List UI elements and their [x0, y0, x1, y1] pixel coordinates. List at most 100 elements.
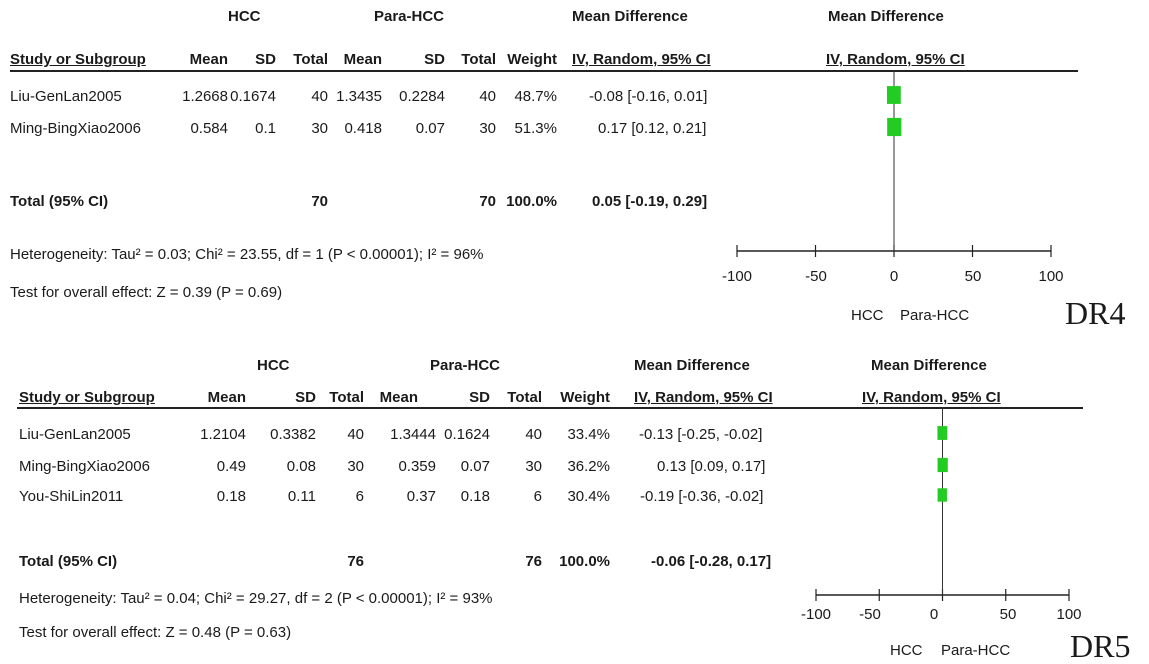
axis-tick-label: 50	[964, 268, 982, 285]
axis-tick-label: -50	[859, 606, 881, 623]
col-weight: Weight	[560, 389, 610, 406]
total-para: 30	[479, 120, 496, 137]
axis-tick-label: 0	[889, 268, 899, 285]
study-square	[937, 457, 948, 473]
col-ci: IV, Random, 95% CI	[572, 51, 711, 68]
weight: 30.4%	[567, 488, 610, 505]
total-hcc: 40	[311, 88, 328, 105]
axis-favours-right: Para-HCC	[941, 642, 1011, 659]
total-weight: 100.0%	[559, 553, 610, 570]
col-mean-para: Mean	[343, 51, 382, 68]
ci-text: 0.17 [0.12, 0.21]	[598, 120, 707, 137]
study-square	[937, 488, 947, 502]
total-para: 30	[525, 458, 542, 475]
total-para: 70	[479, 193, 496, 210]
total-ci-text: 0.05 [-0.19, 0.29]	[592, 193, 708, 210]
total-hcc: 30	[347, 458, 364, 475]
total-para: 6	[533, 488, 542, 505]
total-ci-text: -0.06 [-0.28, 0.17]	[651, 553, 772, 570]
sd-hcc: 0.1	[255, 120, 276, 137]
sd-para: 0.07	[460, 458, 490, 475]
sd-hcc: 0.1674	[230, 88, 276, 105]
heterogeneity-text: Heterogeneity: Tau² = 0.03; Chi² = 23.55…	[10, 246, 484, 263]
sd-para: 0.07	[415, 120, 445, 137]
total-hcc: 40	[347, 426, 364, 443]
mean-hcc: 0.49	[216, 458, 246, 475]
mean-hcc: 0.584	[190, 120, 228, 137]
sd-hcc: 0.08	[286, 458, 316, 475]
study-square	[886, 86, 901, 104]
col-study: Study or Subgroup	[19, 389, 155, 406]
col-total-para: Total	[507, 389, 542, 406]
col-sd-para: SD	[424, 51, 445, 68]
col-ci: IV, Random, 95% CI	[634, 389, 773, 406]
total-para: 76	[525, 553, 542, 570]
study-name: Liu-GenLan2005	[10, 88, 122, 105]
col-sd-hcc: SD	[255, 51, 276, 68]
ci-text: -0.13 [-0.25, -0.02]	[639, 426, 763, 443]
col-mean-hcc: Mean	[189, 51, 228, 68]
weight: 48.7%	[514, 88, 557, 105]
mean-para: 0.359	[398, 458, 436, 475]
group-header-hcc: HCC	[228, 8, 261, 25]
axis-tick-label: -100	[800, 606, 832, 623]
plot-header-mean-difference: Mean Difference	[871, 357, 987, 374]
study-square	[887, 117, 902, 137]
col-total-hcc: Total	[329, 389, 364, 406]
weight: 36.2%	[567, 458, 610, 475]
group-header-para-hcc: Para-HCC	[374, 8, 445, 25]
mean-para: 0.37	[406, 488, 436, 505]
study-name: You-ShiLin2011	[19, 488, 124, 505]
col-weight: Weight	[507, 51, 557, 68]
study-name: Liu-GenLan2005	[19, 426, 131, 443]
col-mean-para: Mean	[379, 389, 418, 406]
ci-text: 0.13 [0.09, 0.17]	[657, 458, 766, 475]
axis-tick-label: 100	[1056, 606, 1082, 623]
axis-tick-label: 50	[999, 606, 1017, 623]
ci-text: -0.19 [-0.36, -0.02]	[640, 488, 764, 505]
mean-para: 1.3444	[390, 426, 436, 443]
group-header-mean-difference: Mean Difference	[634, 357, 750, 374]
total-hcc: 70	[311, 193, 328, 210]
col-mean-hcc: Mean	[207, 389, 246, 406]
total-label: Total (95% CI)	[10, 193, 109, 210]
group-header-mean-difference: Mean Difference	[572, 8, 688, 25]
col-study: Study or Subgroup	[10, 51, 146, 68]
col-plot-ci: IV, Random, 95% CI	[826, 51, 965, 68]
weight: 33.4%	[567, 426, 610, 443]
sd-para: 0.18	[460, 488, 490, 505]
header-rule	[17, 407, 1083, 409]
mean-hcc: 0.18	[216, 488, 246, 505]
axis-favours-left: HCC	[851, 307, 884, 324]
axis-favours-left: HCC	[890, 642, 923, 659]
study-name: Ming-BingXiao2006	[10, 120, 141, 137]
total-hcc: 30	[311, 120, 328, 137]
axis-tick-label: 100	[1038, 268, 1064, 285]
header-rule	[10, 70, 1078, 72]
plot-header-mean-difference: Mean Difference	[828, 8, 944, 25]
axis-tick-label: -50	[805, 268, 827, 285]
total-hcc: 6	[355, 488, 364, 505]
axis-tick-label: -100	[721, 268, 753, 285]
col-sd-hcc: SD	[295, 389, 316, 406]
sd-para: 0.1624	[444, 426, 490, 443]
total-para: 40	[479, 88, 496, 105]
sd-para: 0.2284	[399, 88, 445, 105]
col-total-para: Total	[461, 51, 496, 68]
col-sd-para: SD	[469, 389, 490, 406]
study-name: Ming-BingXiao2006	[19, 458, 150, 475]
group-header-hcc: HCC	[257, 357, 290, 374]
col-plot-ci: IV, Random, 95% CI	[862, 389, 1001, 406]
col-total-hcc: Total	[293, 51, 328, 68]
axis-tick-label: 0	[929, 606, 939, 623]
sd-hcc: 0.11	[287, 488, 316, 505]
heterogeneity-text: Heterogeneity: Tau² = 0.04; Chi² = 29.27…	[19, 590, 493, 607]
total-hcc: 76	[347, 553, 364, 570]
panel-label: DR4	[1065, 295, 1126, 331]
sd-hcc: 0.3382	[270, 426, 316, 443]
mean-hcc: 1.2668	[182, 88, 228, 105]
panel-label: DR5	[1070, 628, 1131, 664]
mean-para: 1.3435	[336, 88, 382, 105]
study-square	[937, 426, 948, 440]
